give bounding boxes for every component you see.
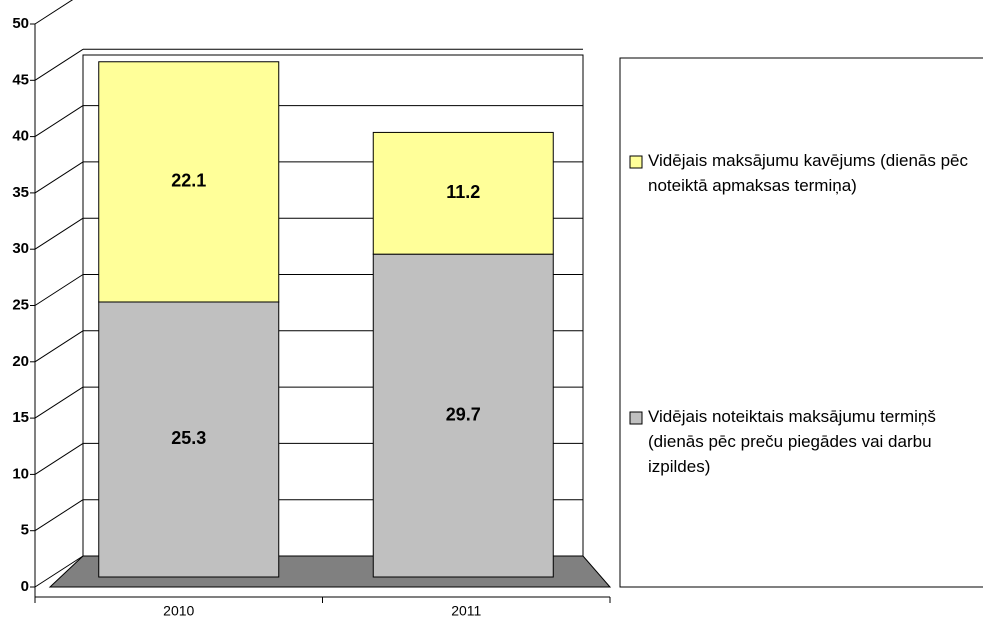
y-tick-label: 20 xyxy=(12,353,29,370)
x-tick-label: 2011 xyxy=(451,603,481,619)
bar-segment xyxy=(98,61,280,303)
y-tick-label: 45 xyxy=(12,71,29,88)
grid-line xyxy=(34,442,84,475)
grid-line xyxy=(34,217,84,250)
legend-label: Vidējais maksājumu kavējums (dienās pēc … xyxy=(648,151,969,195)
y-tick-label: 0 xyxy=(21,578,29,595)
legend-marker xyxy=(629,411,643,425)
legend-entry: Vidējais noteiktais maksājumu termiņš (d… xyxy=(648,407,936,476)
legend-marker xyxy=(629,155,643,169)
grid-line xyxy=(34,330,84,363)
y-tick-label: 15 xyxy=(12,409,29,426)
data-label: 11.2 xyxy=(446,182,480,202)
data-label: 22.1 xyxy=(171,171,206,191)
y-tick-label: 30 xyxy=(12,240,29,257)
grid-line xyxy=(34,0,74,25)
grid-line xyxy=(34,274,84,306)
y-tick-label: 5 xyxy=(21,522,29,539)
grid-line xyxy=(34,48,84,81)
x-tick-label: 2010 xyxy=(163,603,194,619)
bar-segment xyxy=(372,131,554,255)
grid-line xyxy=(34,386,84,419)
bar-segment xyxy=(372,253,554,578)
grid-line xyxy=(34,161,84,194)
y-tick-label: 25 xyxy=(12,296,29,313)
legend-box xyxy=(619,57,983,588)
legend-label: Vidējais noteiktais maksājumu termiņš (d… xyxy=(648,407,936,476)
y-tick-label: 50 xyxy=(12,15,29,32)
legend-entry: Vidējais maksājumu kavējums (dienās pēc … xyxy=(648,151,969,195)
y-tick-label: 35 xyxy=(12,184,29,201)
data-label: 25.3 xyxy=(171,428,206,448)
data-label: 29.7 xyxy=(446,404,481,424)
grid-line xyxy=(34,105,84,138)
y-tick-label: 40 xyxy=(12,128,29,145)
grid-line xyxy=(34,499,84,532)
y-tick-label: 10 xyxy=(12,465,29,482)
grid-line xyxy=(34,555,84,588)
